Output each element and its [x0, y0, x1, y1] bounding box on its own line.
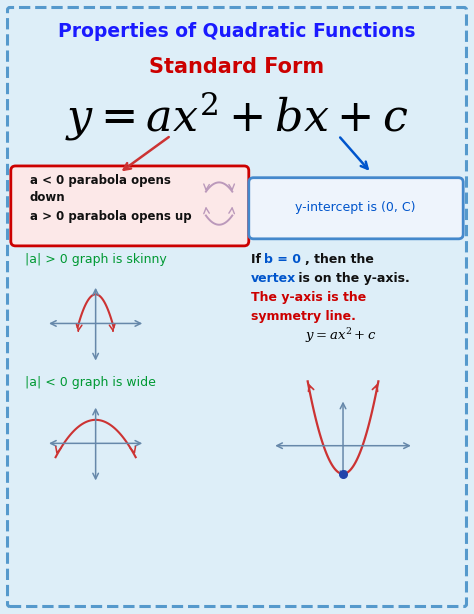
Text: $y = ax^2 + c$: $y = ax^2 + c$	[305, 326, 376, 344]
Text: If: If	[251, 254, 265, 266]
Text: Properties of Quadratic Functions: Properties of Quadratic Functions	[58, 23, 416, 42]
Text: |a| > 0 graph is skinny: |a| > 0 graph is skinny	[25, 254, 167, 266]
Text: is on the y-axis.: is on the y-axis.	[294, 272, 410, 286]
FancyBboxPatch shape	[11, 166, 249, 246]
Text: Standard Form: Standard Form	[149, 57, 325, 77]
Text: down: down	[30, 191, 65, 204]
Text: b = 0: b = 0	[264, 254, 301, 266]
Text: a < 0 parabola opens: a < 0 parabola opens	[30, 174, 171, 187]
Text: y-intercept is (0, C): y-intercept is (0, C)	[295, 201, 416, 214]
Text: |a| < 0 graph is wide: |a| < 0 graph is wide	[25, 376, 156, 389]
Text: The y-axis is the: The y-axis is the	[251, 291, 366, 304]
FancyBboxPatch shape	[249, 177, 463, 239]
Text: symmetry line.: symmetry line.	[251, 310, 356, 323]
Text: vertex: vertex	[251, 272, 296, 286]
FancyBboxPatch shape	[8, 7, 466, 607]
Text: , then the: , then the	[305, 254, 374, 266]
Text: $y = ax^2 + bx + c$: $y = ax^2 + bx + c$	[65, 90, 409, 143]
Text: a > 0 parabola opens up: a > 0 parabola opens up	[30, 210, 191, 223]
